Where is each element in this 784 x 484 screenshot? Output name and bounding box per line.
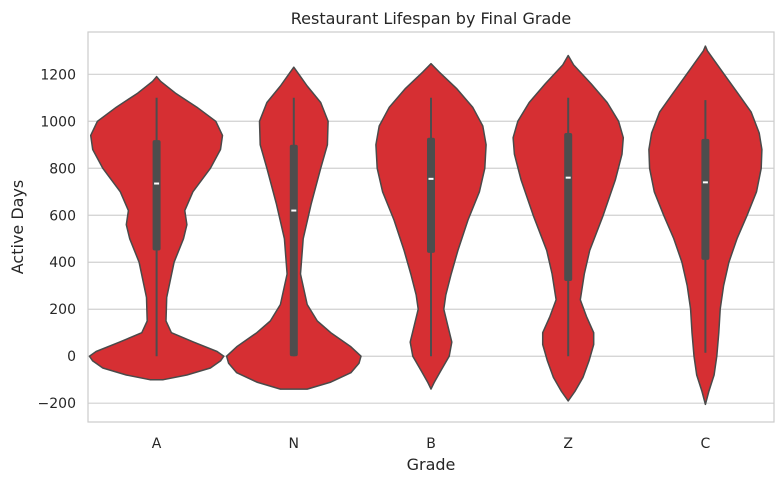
y-tick-label: 0 [67, 349, 76, 365]
y-tick-label: 1000 [40, 114, 76, 130]
x-tick-label: N [289, 436, 299, 452]
y-tick-label: 800 [49, 161, 76, 177]
iqr-box-B [427, 137, 435, 253]
plot-frame [87, 31, 775, 423]
y-axis-label: Active Days [8, 180, 27, 275]
x-tick-label: Z [563, 436, 573, 452]
y-tick-label: 200 [49, 302, 76, 318]
violins-group [88, 45, 763, 406]
iqr-box-N [289, 144, 298, 357]
y-tick-label: 600 [49, 208, 76, 224]
x-tick-label: C [701, 436, 711, 452]
x-axis-label: Grade [407, 455, 456, 474]
y-tick-label: 400 [49, 255, 76, 271]
chart-title: Restaurant Lifespan by Final Grade [291, 9, 572, 28]
y-tick-labels: −200 0 200 400 600 800 1000 1200 [38, 67, 76, 412]
x-tick-label: A [152, 436, 162, 452]
iqr-box-Z [564, 133, 573, 282]
x-tick-label: B [426, 436, 436, 452]
y-tick-label: 1200 [40, 67, 76, 83]
y-tick-label: −200 [38, 396, 76, 412]
iqr-box-C [701, 138, 710, 260]
iqr-box-A [152, 140, 161, 251]
